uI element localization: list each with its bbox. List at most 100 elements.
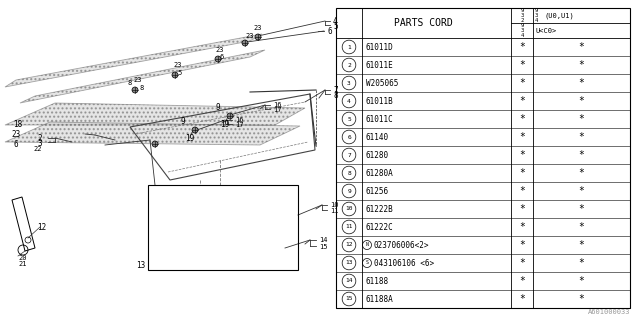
Text: 10: 10 bbox=[330, 202, 339, 208]
Text: *: * bbox=[579, 204, 584, 214]
Text: *: * bbox=[519, 204, 525, 214]
Text: 11: 11 bbox=[345, 225, 353, 229]
Text: *: * bbox=[519, 186, 525, 196]
Text: 15: 15 bbox=[319, 244, 328, 250]
Text: *: * bbox=[579, 114, 584, 124]
Text: 23: 23 bbox=[173, 62, 182, 68]
Text: 1: 1 bbox=[347, 44, 351, 50]
Text: 6: 6 bbox=[13, 140, 19, 148]
Text: 6: 6 bbox=[327, 27, 332, 36]
Text: 23: 23 bbox=[134, 77, 142, 83]
Text: *: * bbox=[579, 168, 584, 178]
Text: 11: 11 bbox=[330, 208, 339, 214]
Text: *: * bbox=[519, 222, 525, 232]
Text: U<C0>: U<C0> bbox=[535, 28, 556, 34]
Text: 17: 17 bbox=[273, 107, 282, 113]
Text: 23: 23 bbox=[253, 25, 262, 31]
Text: *: * bbox=[519, 78, 525, 88]
Text: 23: 23 bbox=[216, 47, 224, 53]
Text: 61256: 61256 bbox=[366, 187, 389, 196]
Text: A601000033: A601000033 bbox=[588, 309, 630, 315]
Text: 61011C: 61011C bbox=[366, 115, 394, 124]
Circle shape bbox=[227, 113, 233, 119]
Text: 20: 20 bbox=[18, 255, 26, 261]
Text: 8: 8 bbox=[128, 80, 132, 86]
Text: *: * bbox=[579, 276, 584, 286]
Text: 18: 18 bbox=[13, 119, 22, 129]
Text: 9
3
4: 9 3 4 bbox=[535, 8, 538, 23]
Text: 61011E: 61011E bbox=[366, 60, 394, 69]
Text: *: * bbox=[579, 42, 584, 52]
Polygon shape bbox=[5, 34, 262, 87]
Text: 23: 23 bbox=[246, 33, 254, 39]
Text: 043106106 <6>: 043106106 <6> bbox=[374, 259, 434, 268]
Text: 61222C: 61222C bbox=[366, 222, 394, 231]
Text: 61011D: 61011D bbox=[366, 43, 394, 52]
Text: PARTS CORD: PARTS CORD bbox=[394, 18, 453, 28]
Text: 13: 13 bbox=[345, 260, 353, 266]
Text: *: * bbox=[519, 276, 525, 286]
Circle shape bbox=[255, 34, 261, 40]
Text: 9
3
2: 9 3 2 bbox=[520, 8, 524, 23]
Text: *: * bbox=[579, 78, 584, 88]
Text: *: * bbox=[579, 222, 584, 232]
Text: 7: 7 bbox=[333, 85, 338, 94]
Text: *: * bbox=[579, 60, 584, 70]
Text: 61188: 61188 bbox=[366, 276, 389, 285]
Text: *: * bbox=[519, 42, 525, 52]
Circle shape bbox=[172, 72, 178, 78]
Text: 8: 8 bbox=[347, 171, 351, 175]
Text: 10: 10 bbox=[345, 206, 353, 212]
Text: 12: 12 bbox=[37, 222, 47, 231]
Text: 7: 7 bbox=[347, 153, 351, 157]
Polygon shape bbox=[5, 103, 305, 125]
Text: *: * bbox=[579, 240, 584, 250]
Text: 19: 19 bbox=[186, 133, 195, 142]
Text: (U0,U1): (U0,U1) bbox=[545, 12, 575, 19]
Text: *: * bbox=[579, 132, 584, 142]
Circle shape bbox=[152, 141, 158, 147]
Text: 6: 6 bbox=[220, 54, 224, 60]
Text: 17: 17 bbox=[235, 122, 243, 128]
Circle shape bbox=[192, 127, 198, 133]
Text: 22: 22 bbox=[33, 146, 42, 152]
Text: 5: 5 bbox=[333, 21, 338, 30]
Text: *: * bbox=[579, 186, 584, 196]
Text: 61140: 61140 bbox=[366, 132, 389, 141]
Text: *: * bbox=[579, 150, 584, 160]
Text: 13: 13 bbox=[136, 260, 145, 269]
Text: 6: 6 bbox=[347, 134, 351, 140]
Text: 9: 9 bbox=[347, 188, 351, 194]
Text: 4: 4 bbox=[333, 17, 338, 26]
Circle shape bbox=[242, 40, 248, 46]
Text: 61222B: 61222B bbox=[366, 204, 394, 213]
Text: 5: 5 bbox=[178, 70, 182, 76]
Circle shape bbox=[132, 87, 138, 93]
Text: *: * bbox=[519, 132, 525, 142]
Text: 023706006<2>: 023706006<2> bbox=[374, 241, 429, 250]
Text: *: * bbox=[579, 294, 584, 304]
Text: 9
3
4: 9 3 4 bbox=[520, 23, 524, 38]
Text: *: * bbox=[519, 150, 525, 160]
Bar bbox=[336, 8, 630, 308]
Polygon shape bbox=[5, 122, 300, 145]
Text: 23: 23 bbox=[12, 130, 20, 139]
Text: 14: 14 bbox=[319, 237, 328, 243]
Text: 15: 15 bbox=[345, 297, 353, 301]
Text: 19: 19 bbox=[220, 119, 230, 129]
Text: 2: 2 bbox=[347, 62, 351, 68]
Text: *: * bbox=[519, 294, 525, 304]
Text: 61280: 61280 bbox=[366, 150, 389, 159]
Text: 5: 5 bbox=[347, 116, 351, 122]
Text: 61011B: 61011B bbox=[366, 97, 394, 106]
Text: 61188A: 61188A bbox=[366, 294, 394, 303]
Text: 8: 8 bbox=[140, 85, 144, 91]
Polygon shape bbox=[20, 50, 265, 103]
Text: 16: 16 bbox=[273, 102, 282, 108]
Text: S: S bbox=[365, 260, 369, 266]
Text: 2: 2 bbox=[37, 133, 42, 142]
Text: 3: 3 bbox=[37, 139, 42, 148]
Text: N: N bbox=[365, 243, 369, 247]
Text: *: * bbox=[519, 96, 525, 106]
Text: *: * bbox=[579, 96, 584, 106]
